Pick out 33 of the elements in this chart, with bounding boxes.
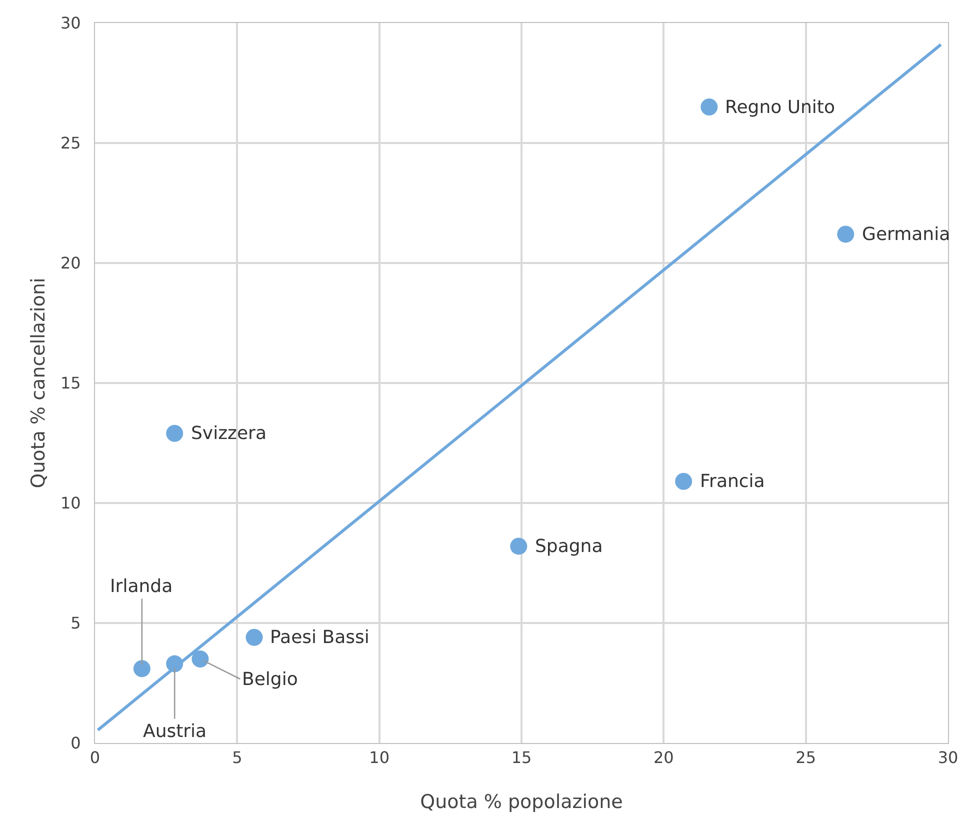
x-tick-label: 5	[232, 748, 242, 768]
x-tick-label: 30	[938, 748, 958, 768]
y-tick-label: 5	[70, 614, 81, 633]
annotation: Germania	[862, 224, 950, 245]
point	[510, 538, 528, 555]
annotation: Austria	[143, 721, 207, 742]
y-tick-label: 30	[60, 14, 81, 33]
annotation: Svizzera	[191, 423, 266, 444]
point	[837, 226, 854, 243]
annotation: Regno Unito	[725, 97, 835, 118]
annotation: Belgio	[242, 669, 298, 690]
x-tick-label: 25	[796, 748, 816, 768]
annotation: Francia	[700, 471, 765, 492]
x-tick-label: 10	[369, 748, 390, 768]
y-tick-label: 10	[60, 494, 81, 513]
point	[700, 98, 718, 116]
annotation: Spagna	[535, 536, 603, 557]
y-tick-label: 15	[60, 374, 81, 393]
y-tick-label: 0	[70, 734, 81, 753]
point	[246, 628, 263, 646]
point	[133, 660, 150, 678]
y-tick-label: 25	[60, 134, 81, 153]
x-tick-label: 20	[653, 748, 674, 768]
y-axis-title: Quota % cancellazioni	[27, 278, 50, 488]
x-tick-label: 15	[511, 748, 532, 768]
x-axis-title: Quota % popolazione	[420, 791, 623, 813]
annotation: Paesi Bassi	[270, 627, 370, 648]
point	[675, 472, 692, 490]
point	[192, 650, 209, 668]
y-tick-label: 20	[60, 254, 81, 273]
annotation: Irlanda	[110, 576, 173, 597]
point	[166, 424, 184, 442]
x-tick-label: 0	[90, 748, 100, 768]
